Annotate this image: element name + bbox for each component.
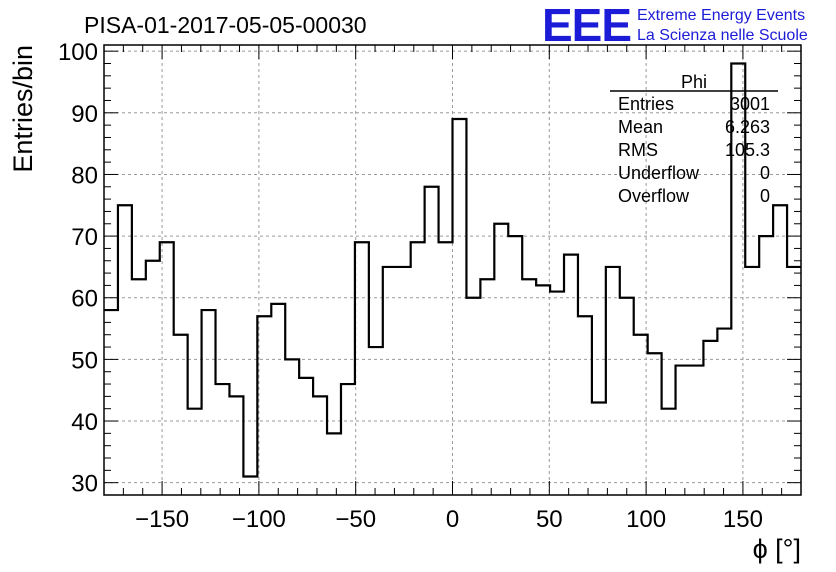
stats-box: Phi Entries 3001 Mean 6.263 RMS 105.3 Underflo… — [610, 72, 778, 206]
y-tick-label: 30 — [71, 471, 98, 498]
histogram-bin — [327, 433, 341, 495]
histogram-bin — [174, 335, 188, 495]
histogram-bin — [648, 353, 662, 495]
histogram-bin — [257, 316, 271, 495]
histogram-bin — [104, 310, 118, 495]
histogram-outline — [104, 62, 801, 478]
x-tick-label: 0 — [446, 506, 459, 533]
histogram-bin — [717, 329, 731, 495]
stats-value: 3001 — [730, 94, 770, 114]
histogram-bin — [689, 366, 703, 495]
stats-value: 0 — [760, 186, 770, 206]
histogram-bin — [759, 236, 773, 495]
histogram-bin — [383, 267, 397, 495]
histogram-bin — [522, 279, 536, 495]
histogram-bin — [313, 396, 327, 495]
x-tick-labels: −150 −100 −50 0 50 100 150 — [135, 506, 763, 533]
histogram-bin — [508, 236, 522, 495]
histogram-bin — [606, 267, 620, 495]
histogram-bars — [104, 62, 801, 495]
histogram-bin — [620, 298, 634, 495]
histogram-bin — [634, 335, 648, 495]
y-tick-labels: 30 40 50 60 70 80 90 100 — [58, 39, 98, 498]
plot-frame — [103, 44, 802, 496]
histogram-bin — [425, 187, 439, 495]
histogram-bin — [592, 403, 606, 495]
histogram-bin — [787, 267, 801, 495]
histogram-bin — [564, 255, 578, 495]
stats-value: 0 — [760, 163, 770, 183]
histogram-bin — [202, 310, 216, 495]
histogram-bin — [439, 242, 453, 495]
x-tick-label: −100 — [232, 506, 286, 533]
x-tick-label: 50 — [536, 506, 563, 533]
histogram-bin — [369, 347, 383, 495]
stats-title: Phi — [681, 72, 707, 92]
histogram-bin — [662, 409, 676, 495]
histogram-bin — [285, 359, 299, 495]
histogram-bin — [536, 285, 550, 495]
histogram-bin — [466, 298, 480, 495]
histogram-bin — [397, 267, 411, 495]
histogram-bin — [480, 279, 494, 495]
histogram-bin — [229, 396, 243, 495]
histogram-bin — [411, 242, 425, 495]
histogram-bin — [271, 304, 285, 495]
x-tick-label: 100 — [626, 506, 666, 533]
stats-label: Entries — [618, 94, 674, 114]
logo-mark: EEE — [542, 0, 631, 51]
histogram-bin — [355, 242, 369, 495]
y-tick-label: 100 — [58, 39, 98, 66]
y-tick-label: 60 — [71, 286, 98, 313]
histogram-bin — [578, 316, 592, 495]
histogram-bin — [745, 267, 759, 495]
histogram-bin — [243, 477, 257, 495]
x-tick-label: −50 — [335, 506, 376, 533]
stats-label: Mean — [618, 117, 663, 137]
y-axis-label: Entries/bin — [8, 45, 38, 173]
stats-value: 6.263 — [725, 117, 770, 137]
histogram-bin — [299, 378, 313, 495]
x-tick-label: 150 — [723, 506, 763, 533]
y-tick-label: 80 — [71, 162, 98, 189]
y-tick-label: 90 — [71, 101, 98, 128]
chart-title: PISA-01-2017-05-05-00030 — [84, 12, 367, 38]
y-tick-label: 50 — [71, 347, 98, 374]
histogram-bin — [773, 205, 787, 495]
stats-label: Overflow — [618, 186, 690, 206]
histogram-bin — [216, 384, 230, 495]
histogram-bin — [160, 242, 174, 495]
histogram-bin — [453, 119, 467, 495]
y-tick-label: 70 — [71, 224, 98, 251]
eee-logo: EEE Extreme Energy Events La Scienza nel… — [542, 0, 808, 51]
logo-line-2: La Scienza nelle Scuole — [637, 27, 808, 44]
stats-value: 105.3 — [725, 140, 770, 160]
histogram-bin — [341, 384, 355, 495]
stats-label: Underflow — [618, 163, 700, 183]
x-tick-label: −150 — [135, 506, 189, 533]
stats-label: RMS — [618, 140, 658, 160]
stats-rows: Entries 3001 Mean 6.263 RMS 105.3 Underflow 0 Ov… — [618, 94, 770, 206]
histogram-bin — [188, 409, 202, 495]
histogram-bin — [132, 279, 146, 495]
histogram-bin — [118, 205, 132, 495]
histogram-bin — [146, 261, 160, 495]
histogram-bin — [494, 224, 508, 495]
histogram-bin — [550, 292, 564, 495]
histogram-bin — [676, 366, 690, 495]
x-axis-label: ϕ [°] — [753, 534, 801, 564]
histogram-bin — [703, 341, 717, 495]
y-tick-label: 40 — [71, 409, 98, 436]
logo-line-1: Extreme Energy Events — [637, 7, 805, 24]
